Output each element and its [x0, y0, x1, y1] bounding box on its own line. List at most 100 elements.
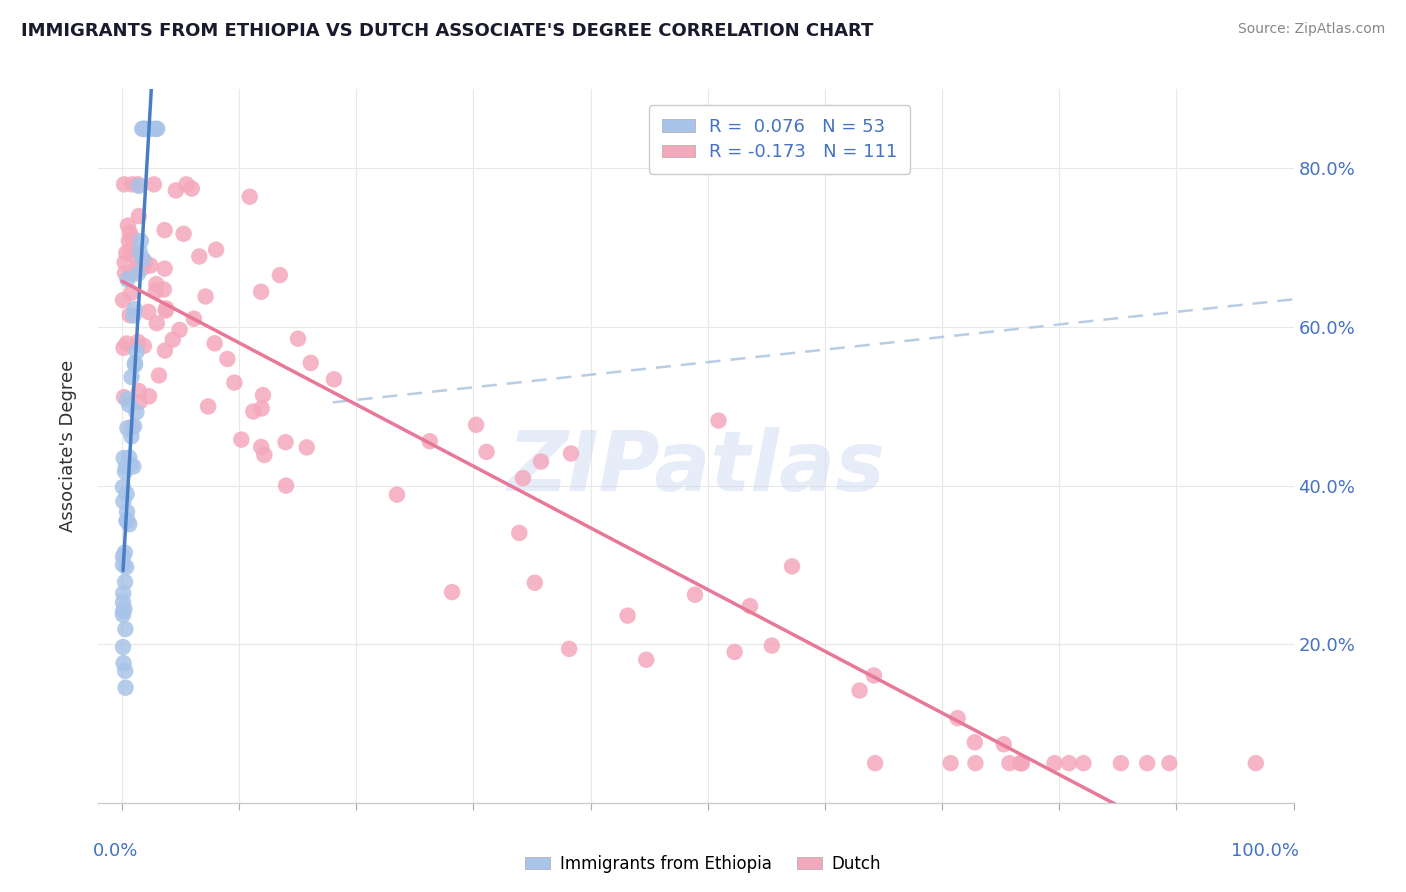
Point: [194, 289, 217, 303]
Point: [118, 398, 141, 412]
Point: [323, 372, 346, 386]
Point: [155, 303, 177, 318]
Point: [145, 316, 167, 330]
Point: [169, 323, 191, 337]
Point: [115, 505, 138, 519]
Point: [205, 243, 228, 257]
Point: [112, 549, 135, 564]
Point: [863, 668, 886, 682]
Point: [165, 183, 187, 197]
Point: [112, 390, 135, 404]
Point: [153, 261, 176, 276]
Point: [127, 178, 149, 192]
Point: [131, 121, 153, 136]
Point: [128, 395, 150, 409]
Point: [761, 639, 783, 653]
Point: [863, 756, 886, 771]
Point: [560, 446, 582, 460]
Point: [1010, 756, 1032, 771]
Text: 100.0%: 100.0%: [1232, 842, 1299, 860]
Point: [250, 440, 273, 454]
Point: [197, 400, 219, 414]
Point: [115, 487, 138, 501]
Point: [122, 309, 145, 323]
Point: [125, 405, 148, 419]
Point: [1057, 756, 1080, 771]
Point: [707, 414, 730, 428]
Point: [145, 285, 167, 299]
Point: [118, 234, 141, 248]
Point: [188, 250, 211, 264]
Point: [112, 480, 135, 494]
Point: [121, 429, 143, 443]
Point: [115, 392, 138, 407]
Point: [114, 622, 136, 636]
Point: [253, 448, 276, 462]
Point: [295, 441, 318, 455]
Point: [114, 465, 136, 479]
Point: [683, 588, 706, 602]
Point: [252, 388, 274, 402]
Point: [155, 301, 177, 316]
Point: [120, 243, 142, 257]
Point: [118, 517, 141, 532]
Point: [141, 121, 163, 136]
Point: [122, 419, 145, 434]
Point: [114, 681, 136, 695]
Point: [128, 244, 150, 259]
Point: [114, 664, 136, 678]
Point: [134, 255, 156, 269]
Point: [146, 121, 169, 136]
Point: [465, 417, 488, 432]
Point: [127, 334, 149, 349]
Point: [132, 260, 155, 275]
Point: [118, 450, 141, 465]
Point: [965, 756, 987, 771]
Point: [120, 458, 142, 472]
Point: [274, 435, 297, 450]
Point: [112, 602, 135, 616]
Point: [1010, 756, 1032, 771]
Point: [1043, 756, 1066, 771]
Point: [250, 285, 273, 299]
Point: [239, 190, 262, 204]
Point: [128, 209, 150, 223]
Point: [114, 266, 136, 280]
Point: [127, 267, 149, 281]
Point: [530, 455, 553, 469]
Point: [848, 683, 870, 698]
Point: [558, 641, 581, 656]
Point: [125, 344, 148, 359]
Point: [173, 227, 195, 241]
Text: 0.0%: 0.0%: [93, 842, 138, 860]
Point: [148, 368, 170, 383]
Point: [112, 595, 135, 609]
Point: [112, 494, 135, 508]
Point: [115, 246, 138, 260]
Point: [183, 311, 205, 326]
Point: [523, 575, 546, 590]
Point: [139, 259, 162, 273]
Point: [114, 574, 136, 589]
Point: [112, 640, 135, 654]
Point: [939, 756, 962, 771]
Point: [946, 711, 969, 725]
Point: [1109, 756, 1132, 771]
Point: [118, 226, 141, 240]
Point: [231, 433, 253, 447]
Point: [121, 178, 143, 192]
Point: [117, 272, 139, 286]
Point: [112, 558, 135, 572]
Text: IMMIGRANTS FROM ETHIOPIA VS DUTCH ASSOCIATE'S DEGREE CORRELATION CHART: IMMIGRANTS FROM ETHIOPIA VS DUTCH ASSOCI…: [21, 22, 873, 40]
Point: [132, 121, 155, 136]
Point: [125, 262, 148, 277]
Point: [115, 514, 138, 528]
Point: [180, 181, 202, 195]
Point: [122, 247, 145, 261]
Point: [385, 488, 408, 502]
Point: [1244, 756, 1267, 771]
Point: [153, 283, 176, 297]
Point: [112, 451, 135, 466]
Point: [128, 384, 150, 398]
Text: Source: ZipAtlas.com: Source: ZipAtlas.com: [1237, 22, 1385, 37]
